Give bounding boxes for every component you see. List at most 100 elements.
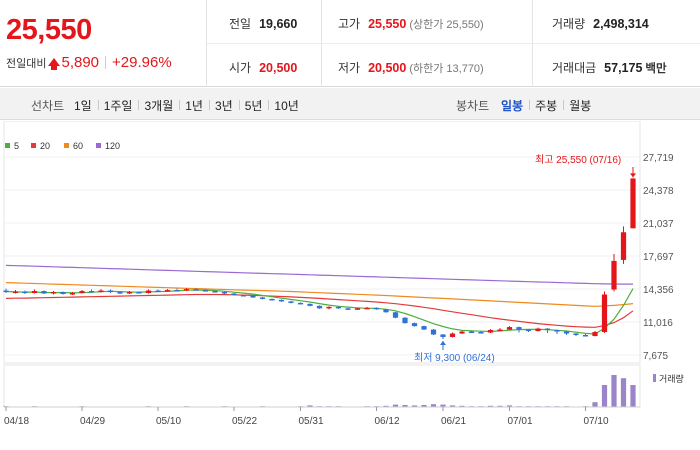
candle-body [316, 305, 323, 309]
candle-body [79, 291, 85, 294]
period-10y[interactable]: 10년 [268, 97, 304, 114]
volume-pane-frame [3, 364, 641, 408]
y-axis: 27,719 24,378 21,037 17,697 14,356 11,016 7,67… [643, 153, 674, 362]
candle-weekly[interactable]: 주봉 [529, 97, 563, 114]
candle-chart-label: 봉차트 [456, 99, 490, 113]
candle-body [164, 290, 171, 292]
volume-bar [487, 405, 494, 407]
candle-body [535, 328, 541, 332]
volume-bar [601, 385, 608, 407]
candle-body [582, 334, 589, 337]
candle-body [601, 294, 608, 333]
candle-body [50, 292, 57, 294]
legend-ma120: 120 [105, 141, 120, 151]
ma120-line [5, 264, 633, 285]
change-row: 전일대비 5,890 +29.96% [6, 54, 172, 71]
candle-body [592, 332, 598, 336]
candle-body [354, 308, 361, 310]
candle-body [335, 306, 342, 309]
divider [105, 56, 107, 69]
candle-body [221, 292, 228, 294]
high-annotation: 최고 25,550 (07/16) [535, 154, 621, 166]
turnover: 거래대금 57,175 백만 [552, 59, 667, 76]
candle-body [41, 291, 47, 294]
period-5y[interactable]: 5년 [238, 97, 269, 114]
volume-bar [383, 405, 389, 407]
ma5-line [5, 288, 634, 335]
x-tick-label: 04/29 [80, 416, 105, 427]
legend-ma60: 60 [73, 141, 83, 151]
price-pane-frame [3, 121, 641, 364]
candle-body [383, 309, 389, 313]
candle-body [497, 329, 503, 332]
up-arrow-icon [48, 57, 61, 70]
candle-body [573, 333, 579, 336]
candle-body [69, 293, 76, 295]
row-divider [207, 43, 700, 44]
low-label: 저가 [338, 61, 361, 75]
candle-body [506, 327, 513, 330]
candle-body [240, 294, 247, 297]
candle-body [459, 331, 465, 334]
candle-body [326, 306, 332, 309]
candle-body [392, 312, 399, 318]
candle-body [430, 329, 437, 335]
period-1d[interactable]: 1일 [74, 99, 92, 113]
x-tick-label: 05/31 [299, 416, 324, 427]
candle-body [478, 332, 484, 334]
price-box: 25,550 전일대비 5,890 +29.96% [0, 0, 207, 87]
price-chart: 5 20 60 120 27,719 24,378 21,037 17,697 14,3… [3, 121, 684, 427]
candle-body [250, 295, 256, 298]
candle-body [107, 290, 114, 293]
period-3y[interactable]: 3년 [208, 97, 239, 114]
open-value: 20,500 [259, 61, 298, 75]
candle-body [288, 301, 294, 303]
candle-body [155, 290, 161, 293]
x-tick-label: 05/22 [232, 416, 257, 427]
y-tick-label: 17,697 [643, 252, 674, 263]
volume-legend-swatch [653, 374, 656, 382]
candle-body [174, 290, 180, 292]
low-annotation: 최저 9,300 (06/24) [414, 352, 495, 364]
high-marker-arrow [630, 173, 636, 178]
period-bar: 선차트 1일 1주일 3개월 1년 3년 5년 10년 봉차트 일봉 주봉 월봉 [0, 88, 700, 120]
candle-body [449, 333, 456, 337]
candle-body [31, 291, 38, 294]
grid [3, 121, 641, 408]
candle-body [145, 290, 152, 294]
volume-value: 2,498,314 [593, 17, 649, 31]
candle-body [411, 323, 418, 327]
candle-body [516, 327, 522, 330]
volume-bar [630, 385, 636, 407]
legend-swatch-ma60 [64, 143, 69, 148]
x-tick-label: 06/12 [375, 416, 400, 427]
period-1y[interactable]: 1년 [179, 97, 209, 114]
candle-body [12, 291, 19, 294]
open-label: 시가 [229, 61, 252, 75]
lower-limit: (하한가 13,770) [409, 63, 484, 75]
line-chart-label: 선차트 [31, 99, 65, 113]
high-value: 25,550 [368, 17, 407, 31]
candle-body [3, 290, 9, 293]
candle-monthly[interactable]: 월봉 [563, 97, 597, 114]
candles [3, 178, 636, 339]
candle-body [183, 289, 190, 291]
volume-bar [440, 404, 446, 407]
volume-bar [611, 375, 617, 407]
period-3m[interactable]: 3개월 [138, 97, 179, 114]
x-tick-label: 04/18 [4, 416, 29, 427]
period-1w[interactable]: 1주일 [97, 97, 139, 114]
legend-ma20: 20 [40, 141, 50, 151]
high-price: 고가 25,550 (상한가 25,550) [338, 15, 484, 32]
high-label: 고가 [338, 17, 361, 31]
candle-body [297, 302, 304, 305]
candle-tabs: 일봉 주봉 월봉 [495, 97, 597, 114]
change-percent: +29.96% [112, 54, 172, 71]
candle-body [345, 308, 351, 310]
candle-body [212, 291, 218, 293]
y-tick-label: 14,356 [643, 285, 674, 296]
turnover-value: 57,175 [604, 61, 643, 75]
candle-body [525, 329, 532, 332]
candle-daily[interactable]: 일봉 [501, 99, 524, 113]
legend-swatch-ma5 [5, 143, 10, 148]
